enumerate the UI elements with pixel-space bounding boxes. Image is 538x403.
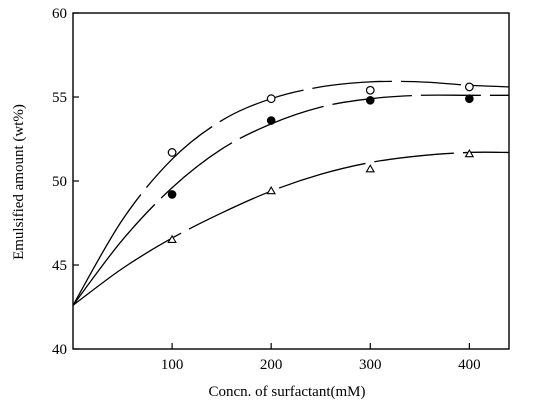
- y-tick-label: 45: [52, 258, 67, 274]
- axes: [72, 12, 510, 350]
- y-tick-label: 50: [52, 174, 67, 190]
- open-circle-marker: [167, 148, 177, 157]
- x-axis-label: Concn. of surfactant(mM): [208, 384, 365, 400]
- open-triangle-marker: [266, 185, 276, 195]
- plot-frame: [72, 12, 510, 350]
- open-triangle-marker: [167, 234, 177, 243]
- y-tick-label: 40: [52, 342, 67, 358]
- fit-curve-1: [72, 80, 510, 306]
- x-tick-label: 300: [359, 357, 382, 373]
- open-circle-marker: [365, 85, 375, 95]
- open-triangle-marker: [464, 149, 475, 158]
- fit-curves: [72, 80, 510, 306]
- fit-curve-2: [72, 94, 509, 306]
- open-circle-marker: [266, 94, 276, 104]
- y-tick-label: 55: [52, 90, 67, 106]
- y-axis-label: Emulsified amount (wt%): [11, 104, 27, 260]
- filled-circle-marker: [266, 116, 276, 125]
- open-triangle-marker: [365, 164, 376, 173]
- x-tick-label: 400: [458, 357, 481, 373]
- tick-labels: 100 200 300 400 40 45 50 55 60: [52, 6, 481, 373]
- y-tick-label: 60: [52, 6, 67, 22]
- filled-circle-marker: [365, 96, 375, 105]
- x-tick-label: 200: [260, 357, 283, 373]
- fit-curve-3: [72, 151, 510, 306]
- data-markers: [167, 82, 475, 243]
- filled-circle-marker: [167, 190, 177, 199]
- open-circle-marker: [464, 82, 474, 92]
- x-tick-label: 100: [161, 357, 184, 373]
- filled-circle-marker: [465, 94, 474, 103]
